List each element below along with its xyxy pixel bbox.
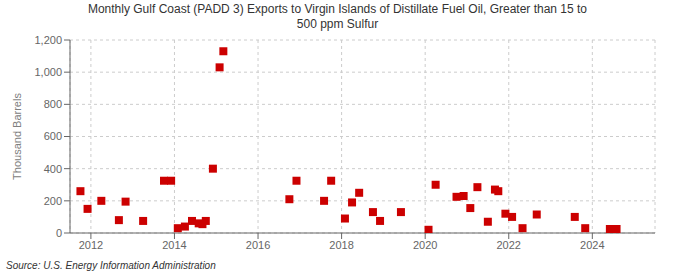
html-text:Source: U.S. Energy Informatio: Source: U.S. Energy Information Administ… — [6, 260, 216, 271]
svg-text:800: 800 — [44, 98, 62, 110]
svg-text:Thousand Barrels: Thousand Barrels — [11, 93, 23, 180]
svg-text:2018: 2018 — [329, 239, 353, 251]
svg-text:2022: 2022 — [497, 239, 521, 251]
svg-text:600: 600 — [44, 130, 62, 142]
svg-text:2016: 2016 — [246, 239, 270, 251]
svg-text:200: 200 — [44, 195, 62, 207]
svg-text:1,200: 1,200 — [34, 34, 62, 46]
svg-text:2024: 2024 — [580, 239, 604, 251]
svg-text:0: 0 — [56, 227, 62, 239]
svg-text:2012: 2012 — [79, 239, 103, 251]
svg-text:1,000: 1,000 — [34, 66, 62, 78]
svg-text:2014: 2014 — [162, 239, 186, 251]
svg-text:2020: 2020 — [413, 239, 437, 251]
html-text:Monthly Gulf Coast (PADD 3) Ex: Monthly Gulf Coast (PADD 3) Exports to V… — [87, 2, 587, 31]
svg-text:400: 400 — [44, 163, 62, 175]
